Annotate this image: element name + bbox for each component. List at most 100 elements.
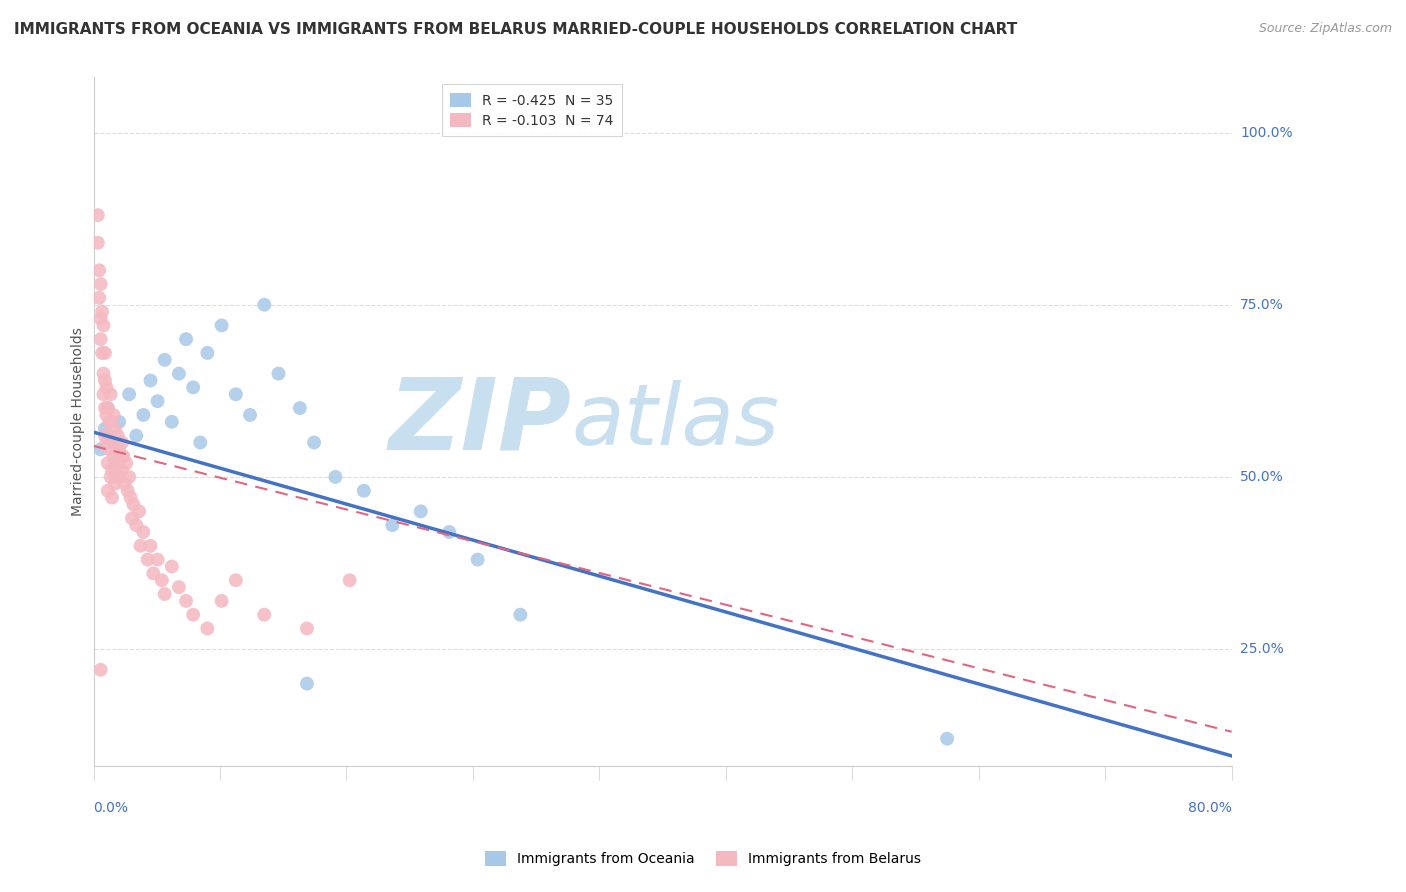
Point xyxy=(136,552,159,566)
Point xyxy=(181,607,204,622)
Point xyxy=(100,470,122,484)
Point xyxy=(100,435,122,450)
Point xyxy=(225,387,247,401)
Point xyxy=(139,374,162,388)
Point xyxy=(188,435,211,450)
Point xyxy=(153,352,176,367)
Point xyxy=(103,450,125,464)
Point xyxy=(87,235,110,250)
Point xyxy=(110,450,132,464)
Point xyxy=(467,552,489,566)
Point xyxy=(111,435,134,450)
Point xyxy=(97,401,120,415)
Point xyxy=(98,442,121,457)
Point xyxy=(90,311,112,326)
Point xyxy=(104,456,127,470)
Point xyxy=(97,401,120,415)
Point xyxy=(115,456,138,470)
Point xyxy=(211,594,233,608)
Point xyxy=(125,518,148,533)
Point xyxy=(90,277,112,291)
Point xyxy=(239,408,262,422)
Point xyxy=(105,470,128,484)
Point xyxy=(87,208,110,222)
Point xyxy=(167,367,190,381)
Point xyxy=(104,422,127,436)
Text: 50.0%: 50.0% xyxy=(1240,470,1284,484)
Y-axis label: Married-couple Households: Married-couple Households xyxy=(72,327,86,516)
Point xyxy=(153,587,176,601)
Point xyxy=(94,422,117,436)
Point xyxy=(107,456,129,470)
Point xyxy=(132,408,155,422)
Point xyxy=(118,470,141,484)
Point xyxy=(288,401,311,415)
Point xyxy=(93,318,115,333)
Point xyxy=(104,476,127,491)
Point xyxy=(107,428,129,442)
Point xyxy=(93,387,115,401)
Point xyxy=(111,463,134,477)
Point xyxy=(90,442,112,457)
Text: IMMIGRANTS FROM OCEANIA VS IMMIGRANTS FROM BELARUS MARRIED-COUPLE HOUSEHOLDS COR: IMMIGRANTS FROM OCEANIA VS IMMIGRANTS FR… xyxy=(14,22,1018,37)
Text: 100.0%: 100.0% xyxy=(1240,126,1292,139)
Point xyxy=(125,428,148,442)
Text: Source: ZipAtlas.com: Source: ZipAtlas.com xyxy=(1258,22,1392,36)
Point xyxy=(174,594,197,608)
Point xyxy=(181,380,204,394)
Text: 0.0%: 0.0% xyxy=(94,801,128,814)
Point xyxy=(97,456,120,470)
Point xyxy=(936,731,959,746)
Point xyxy=(100,415,122,429)
Point xyxy=(142,566,165,581)
Text: 80.0%: 80.0% xyxy=(1188,801,1232,814)
Point xyxy=(94,401,117,415)
Point xyxy=(91,304,114,318)
Point xyxy=(121,511,143,525)
Point xyxy=(120,491,142,505)
Point xyxy=(105,442,128,457)
Point xyxy=(90,332,112,346)
Text: atlas: atlas xyxy=(572,380,779,463)
Point xyxy=(89,291,111,305)
Point xyxy=(118,387,141,401)
Point xyxy=(211,318,233,333)
Point xyxy=(104,450,127,464)
Point xyxy=(90,663,112,677)
Point xyxy=(253,298,276,312)
Point xyxy=(302,435,325,450)
Point xyxy=(93,367,115,381)
Point xyxy=(97,428,120,442)
Point xyxy=(295,676,318,690)
Legend: Immigrants from Oceania, Immigrants from Belarus: Immigrants from Oceania, Immigrants from… xyxy=(479,846,927,871)
Point xyxy=(253,607,276,622)
Point xyxy=(381,518,404,533)
Point xyxy=(117,483,139,498)
Point xyxy=(101,491,124,505)
Point xyxy=(128,504,150,518)
Point xyxy=(409,504,432,518)
Point xyxy=(98,415,121,429)
Point xyxy=(132,524,155,539)
Point xyxy=(139,539,162,553)
Text: 75.0%: 75.0% xyxy=(1240,298,1284,311)
Point xyxy=(353,483,375,498)
Point xyxy=(325,470,347,484)
Point xyxy=(108,415,131,429)
Point xyxy=(101,435,124,450)
Point xyxy=(195,622,218,636)
Text: ZIP: ZIP xyxy=(388,374,572,470)
Point xyxy=(295,622,318,636)
Point xyxy=(94,428,117,442)
Point xyxy=(89,263,111,277)
Point xyxy=(146,552,169,566)
Point xyxy=(114,476,136,491)
Point xyxy=(96,380,118,394)
Point xyxy=(103,408,125,422)
Point xyxy=(195,346,218,360)
Legend: R = -0.425  N = 35, R = -0.103  N = 74: R = -0.425 N = 35, R = -0.103 N = 74 xyxy=(441,85,621,136)
Point xyxy=(94,346,117,360)
Point xyxy=(160,415,183,429)
Point xyxy=(108,470,131,484)
Point xyxy=(167,580,190,594)
